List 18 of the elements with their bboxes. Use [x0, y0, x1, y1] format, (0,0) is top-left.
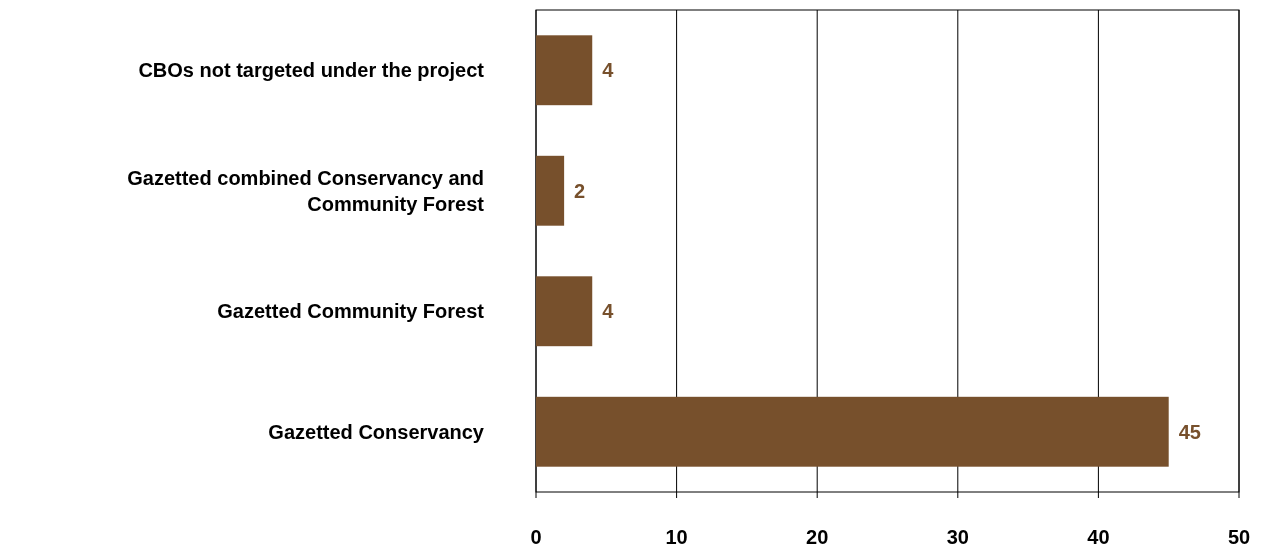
bar [536, 276, 593, 347]
y-tick-label: CBOs not targeted under the project [138, 59, 485, 82]
data-label: 2 [574, 179, 586, 202]
x-tick-label: 40 [1087, 526, 1110, 548]
data-label: 4 [602, 300, 615, 323]
bar [536, 396, 1169, 467]
bar [536, 155, 565, 226]
y-tick-label: Gazetted Conservancy [268, 420, 485, 443]
y-tick-label: Gazetted combined Conservancy and Community Forest [127, 166, 485, 215]
data-label: 4 [602, 59, 615, 82]
bar [536, 35, 593, 106]
data-label: 45 [1178, 420, 1201, 443]
x-tick-label: 10 [665, 526, 688, 548]
x-tick-label: 20 [806, 526, 829, 548]
x-tick-label: 30 [946, 526, 969, 548]
y-tick-label: Gazetted Community Forest [217, 300, 485, 323]
x-tick-label: 50 [1227, 526, 1251, 548]
x-tick-label: 0 [530, 526, 542, 548]
